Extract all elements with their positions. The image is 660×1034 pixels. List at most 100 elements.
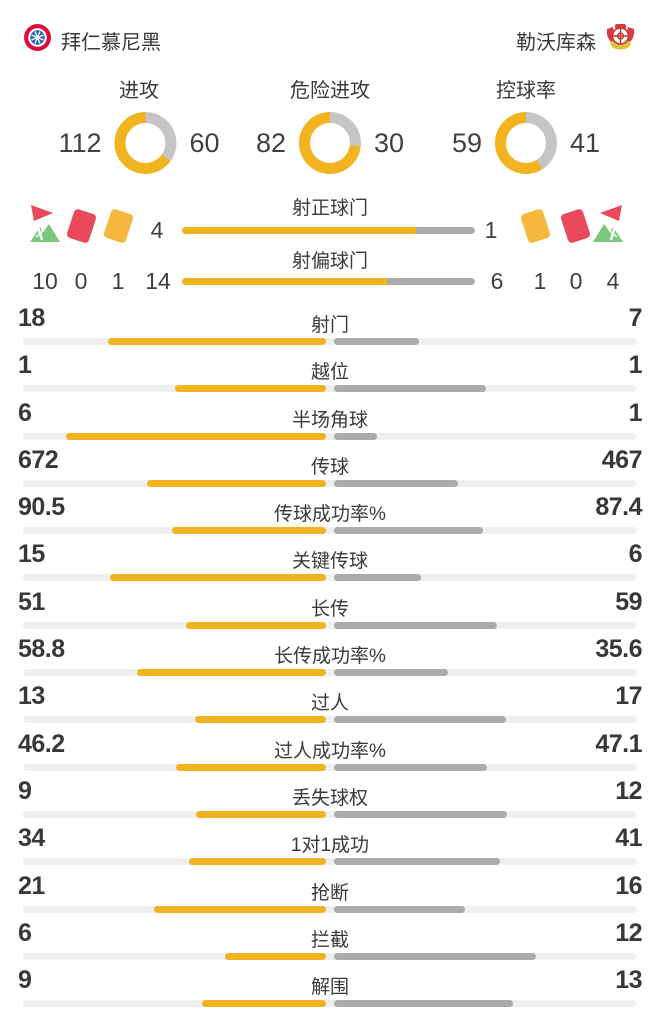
stat-bar-away — [334, 763, 487, 771]
stat-home-value: 51 — [18, 587, 45, 616]
stat-bar-away — [334, 669, 449, 677]
stat-label: 过人 — [310, 693, 349, 715]
donut-chart — [114, 112, 177, 174]
stat-label: 传球 — [310, 456, 349, 478]
stat-away-value: 6 — [628, 540, 643, 569]
stat-row: 672 传球 467 — [0, 445, 660, 492]
stat-label: 过人成功率% — [274, 740, 386, 762]
stat-label: 传球成功率% — [274, 504, 386, 526]
donut-chart — [495, 112, 557, 174]
stat-row: 18 射门 7 — [0, 303, 660, 350]
stat-home-value: 6 — [18, 918, 32, 947]
stat-away-value: 59 — [615, 587, 642, 616]
stat-label: 拦截 — [310, 929, 349, 951]
stat-label: 1对1成功 — [290, 835, 370, 857]
stat-row: 15 关键传球 6 — [0, 539, 660, 586]
stat-row: 6 拦截 12 — [0, 918, 660, 965]
stat-bar-track — [23, 810, 637, 818]
stat-home-value: 46.2 — [18, 729, 65, 758]
stat-away-value: 35.6 — [595, 635, 642, 664]
donut-label: 危险进攻 — [290, 80, 370, 102]
stat-row: 51 长传 59 — [0, 587, 660, 634]
stat-bar-track — [23, 479, 637, 487]
stat-row: 13 过人 17 — [0, 681, 660, 728]
stat-row: 34 1对1成功 41 — [0, 823, 660, 870]
stat-row: 46.2 过人成功率% 47.1 — [0, 729, 660, 776]
corner-flag-icon — [592, 204, 625, 249]
stat-away-value: 1 — [628, 398, 643, 427]
stat-bar-home — [176, 763, 326, 771]
shots-off-target-away: 6 — [490, 268, 504, 294]
stat-home-value: 1 — [18, 351, 32, 380]
shots-on-target-bar-home — [182, 227, 417, 234]
stat-bar-away — [334, 338, 419, 345]
stat-bar-home — [174, 385, 326, 393]
stat-row: 90.5 传球成功率% 87.4 — [0, 492, 660, 539]
stat-bar-track — [23, 669, 637, 677]
shots-on-target-home: 4 — [150, 217, 164, 243]
stat-bar-home — [109, 574, 326, 582]
stat-label: 解围 — [310, 977, 349, 999]
stat-bar-away — [334, 1000, 513, 1008]
stat-away-value: 1 — [628, 351, 643, 380]
donut-home-value: 82 — [255, 127, 286, 158]
stat-label: 抢断 — [310, 882, 349, 904]
stat-label: 长传成功率% — [274, 646, 386, 668]
stat-away-value: 12 — [615, 776, 642, 805]
stat-bar-away — [334, 385, 486, 393]
home-team-name: 拜仁慕尼黑 — [61, 32, 161, 54]
stat-bar-track — [23, 385, 637, 393]
stat-home-value: 6 — [18, 398, 32, 427]
stat-home-value: 9 — [18, 776, 32, 805]
shots-off-target-bar — [182, 278, 475, 285]
corner-flag-icon — [28, 204, 61, 249]
stat-bar-track — [23, 905, 637, 913]
stat-bar-track — [23, 763, 637, 771]
stat-home-value: 58.8 — [18, 635, 65, 664]
stat-bar-track — [23, 952, 637, 960]
stat-home-value: 21 — [18, 871, 45, 900]
stat-bar-home — [202, 1000, 326, 1008]
stat-bar-track — [23, 858, 637, 866]
stat-away-value: 16 — [615, 871, 642, 900]
stat-label: 长传 — [310, 598, 349, 620]
stat-home-value: 13 — [18, 682, 45, 711]
donut-hole — [310, 123, 350, 163]
donut-hole — [506, 123, 546, 163]
donut-group: 控球率 59 41 — [452, 74, 600, 174]
donut-chart — [299, 112, 361, 174]
stat-row: 58.8 长传成功率% 35.6 — [0, 634, 660, 681]
donut-label: 控球率 — [496, 80, 556, 102]
stat-bar-away — [334, 479, 459, 487]
stat-home-value: 90.5 — [18, 493, 65, 522]
stat-home-value: 672 — [18, 445, 59, 474]
stat-home-value: 15 — [18, 540, 45, 569]
shots-on-target-label: 射正球门 — [291, 198, 368, 219]
stats-list: 18 射门 7 1 越位 1 6 半场角球 1 — [0, 303, 660, 1012]
stat-bar-track — [23, 716, 637, 724]
stat-home-value: 34 — [18, 824, 45, 853]
stat-bar-home — [171, 527, 326, 535]
stat-bar-track — [23, 621, 637, 629]
donut-home-value: 59 — [451, 127, 482, 158]
stat-row: 1 越位 1 — [0, 350, 660, 397]
shots-off-target-home: 14 — [145, 268, 171, 294]
stat-bar-track — [23, 338, 637, 345]
stat-bar-away — [334, 621, 497, 629]
donut-away-value: 60 — [189, 127, 220, 158]
stat-away-value: 13 — [615, 966, 642, 995]
stat-label: 丢失球权 — [291, 787, 368, 809]
donut-group: 危险进攻 82 30 — [256, 74, 404, 174]
stat-bar-away — [334, 905, 465, 913]
stat-away-value: 17 — [615, 682, 642, 711]
stat-bar-away — [334, 716, 506, 724]
stat-home-value: 18 — [18, 304, 45, 332]
stat-bar-away — [334, 432, 378, 440]
stat-bar-track — [23, 527, 637, 535]
stat-away-value: 12 — [615, 918, 642, 947]
home-red-cards-count: 0 — [74, 268, 88, 294]
stat-row: 9 解围 13 — [0, 965, 660, 1012]
donut-group: 进攻 112 60 — [58, 74, 220, 174]
stat-row: 9 丢失球权 12 — [0, 776, 660, 823]
